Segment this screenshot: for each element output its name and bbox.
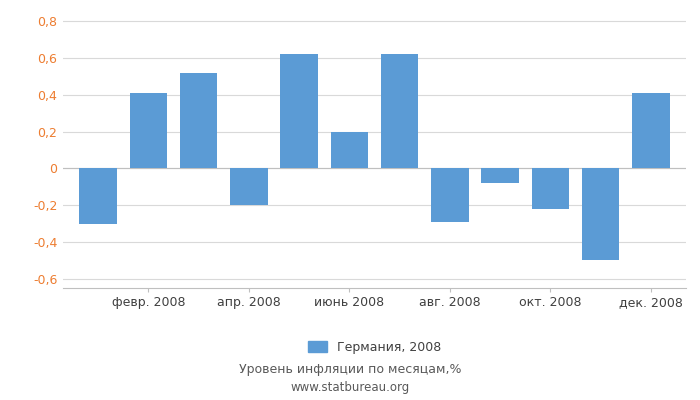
- Legend: Германия, 2008: Германия, 2008: [303, 336, 446, 359]
- Bar: [180, 73, 218, 168]
- Bar: [381, 54, 419, 168]
- Bar: [431, 168, 469, 222]
- Bar: [280, 54, 318, 168]
- Bar: [531, 168, 569, 209]
- Text: Уровень инфляции по месяцам,%: Уровень инфляции по месяцам,%: [239, 364, 461, 376]
- Bar: [130, 93, 167, 168]
- Bar: [79, 168, 117, 224]
- Bar: [230, 168, 267, 205]
- Bar: [582, 168, 620, 260]
- Bar: [482, 168, 519, 183]
- Text: www.statbureau.org: www.statbureau.org: [290, 382, 410, 394]
- Bar: [330, 132, 368, 168]
- Bar: [632, 93, 670, 168]
